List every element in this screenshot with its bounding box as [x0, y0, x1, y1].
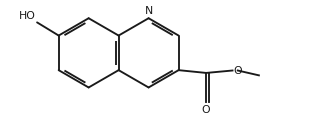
Text: O: O [202, 105, 210, 115]
Text: O: O [233, 65, 242, 75]
Text: HO: HO [19, 12, 36, 22]
Text: N: N [145, 6, 153, 16]
